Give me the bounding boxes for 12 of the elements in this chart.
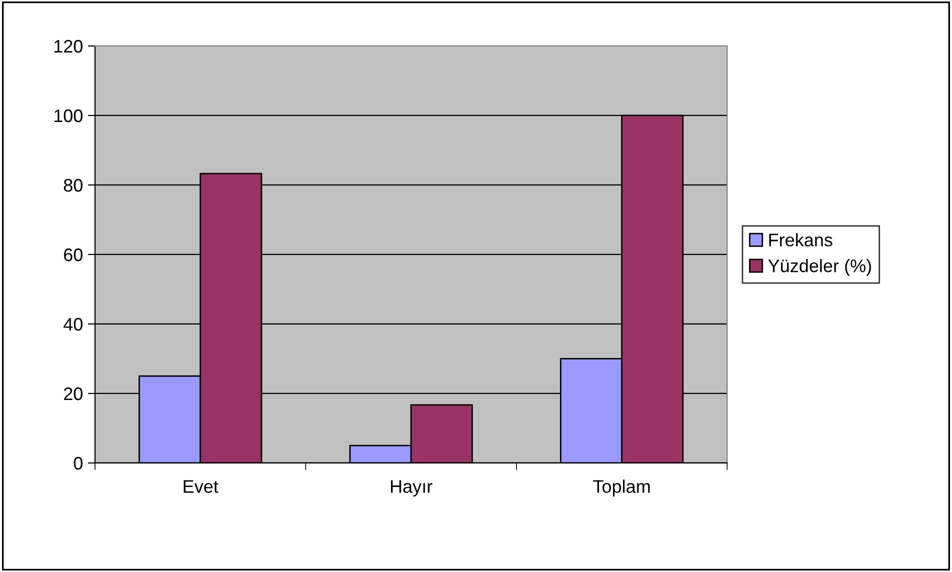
y-tick-label: 100 bbox=[54, 109, 82, 122]
y-tick-label: 20 bbox=[64, 387, 82, 400]
y-tick-label: 80 bbox=[64, 178, 82, 192]
y-tick-label: 40 bbox=[64, 318, 82, 331]
y-tick-label: 0 bbox=[74, 456, 82, 470]
y-tick-label: 120 bbox=[54, 40, 82, 53]
x-tick-label: Toplam bbox=[593, 480, 650, 496]
y-tick-label: 60 bbox=[64, 248, 82, 262]
x-tick-label: Evet bbox=[184, 480, 218, 493]
legend-label: Frekans bbox=[769, 233, 832, 246]
legend-label: Yüzdeler (%) bbox=[768, 258, 871, 276]
x-tick-label: Hayır bbox=[390, 480, 432, 496]
